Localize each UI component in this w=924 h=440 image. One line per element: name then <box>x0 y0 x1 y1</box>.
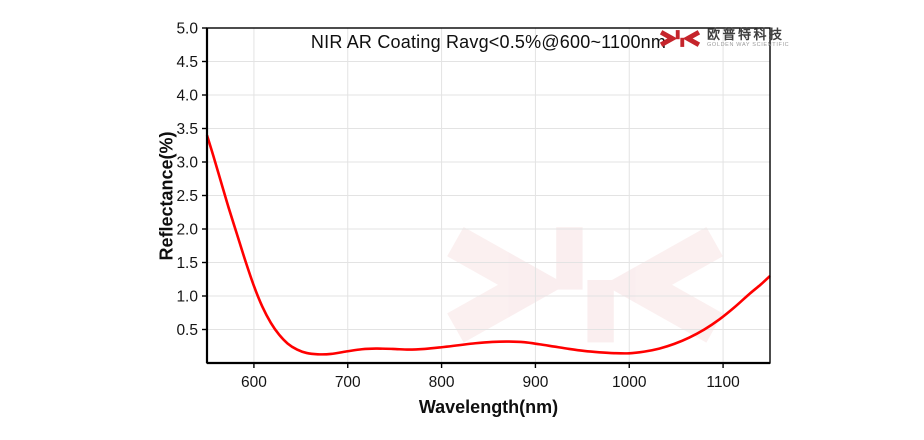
y-tick-label: 3.0 <box>176 155 198 172</box>
brand-logo-icon <box>659 27 701 50</box>
y-tick-label: 1.5 <box>176 255 198 272</box>
brand-name-cn: 欧普特科技 <box>707 26 785 42</box>
y-tick-label: 3.5 <box>176 121 198 138</box>
x-axis-title: Wavelength(nm) <box>418 397 559 417</box>
x-tick-label: 1100 <box>706 374 740 391</box>
y-tick-label: 4.0 <box>176 88 198 105</box>
y-tick-label: 0.5 <box>176 322 198 339</box>
x-tick-label: 700 <box>335 374 361 391</box>
brand-logo-text: 欧普特科技 GOLDEN WAY SCIENTIFIC <box>707 28 789 49</box>
y-tick-label: 2.0 <box>176 222 198 239</box>
y-tick-label: 1.0 <box>176 289 198 306</box>
y-tick-label: 5.0 <box>176 21 198 38</box>
reflectance-curve <box>205 134 771 356</box>
x-tick-label: 1000 <box>612 374 647 391</box>
brand-logo: 欧普特科技 GOLDEN WAY SCIENTIFIC <box>659 27 789 50</box>
y-tick-label: 4.5 <box>176 54 198 71</box>
x-tick-label: 900 <box>522 374 548 391</box>
y-tick-label: 2.5 <box>176 188 198 205</box>
x-tick-label: 600 <box>241 374 267 391</box>
watermark-logo <box>455 227 714 342</box>
brand-name-en: GOLDEN WAY SCIENTIFIC <box>707 42 790 49</box>
x-tick-label: 800 <box>429 374 455 391</box>
y-axis-title: Reflectance(%) <box>156 131 177 261</box>
chart-title: NIR AR Coating Ravg<0.5%@600~1100nm <box>310 32 667 52</box>
